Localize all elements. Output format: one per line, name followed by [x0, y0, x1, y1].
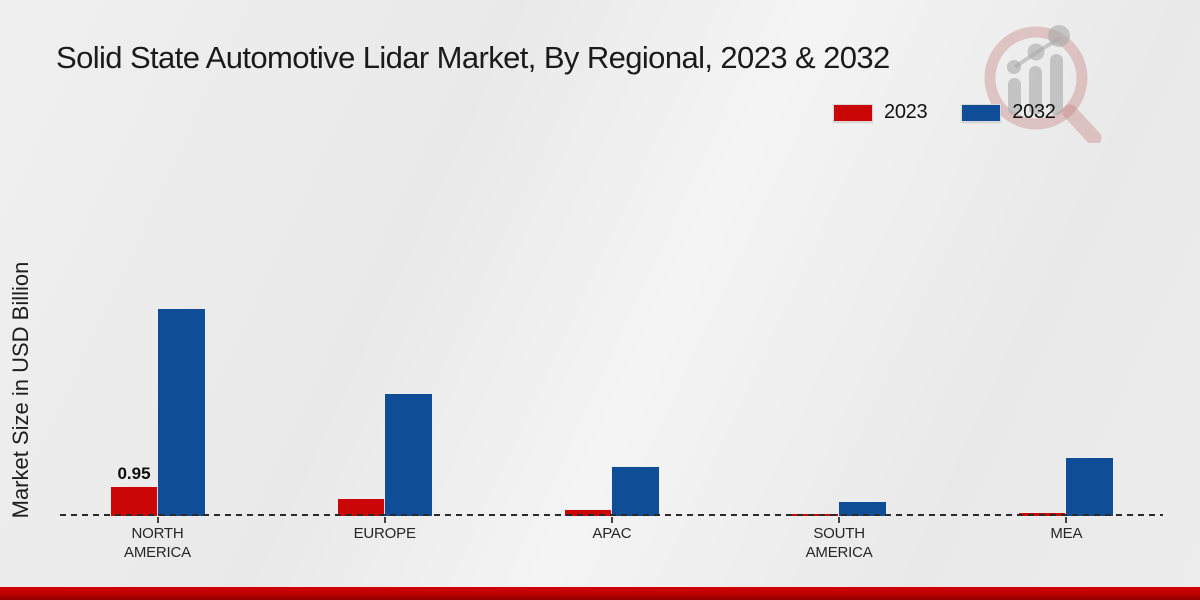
- x-axis-baseline: [60, 514, 1163, 516]
- bar-2023-north-america: [110, 487, 158, 516]
- footer-red-bar: [0, 587, 1200, 600]
- x-axis-tick-apac: [610, 517, 613, 523]
- x-tick-label-apac: APAC: [592, 525, 632, 542]
- legend-item-2023: 2023: [833, 101, 928, 124]
- bar-2032-north-america: [157, 309, 205, 516]
- legend-label-2023: 2023: [884, 101, 928, 123]
- x-tick-label-south-america: SOUTH AMERICA: [805, 525, 873, 561]
- x-axis-tick-north-america: [156, 517, 159, 523]
- legend-swatch-2032: [961, 103, 1002, 122]
- x-tick-label-mea: MEA: [1050, 525, 1083, 542]
- x-axis-tick-europe: [383, 517, 386, 523]
- trend-dot-large: [1048, 25, 1070, 47]
- data-label-2023-north-america: 0.95: [117, 464, 151, 483]
- chart-title: Solid State Automotive Lidar Market, By …: [56, 40, 890, 75]
- trend-dot-medium: [1027, 43, 1045, 61]
- legend-swatch-2023: [833, 103, 873, 122]
- magnifier-handle-icon: [1062, 104, 1102, 143]
- bar-2023-apac: [564, 510, 612, 516]
- x-tick-label-north-america: NORTH AMERICA: [124, 525, 191, 561]
- bar-icon-small: [1008, 78, 1021, 115]
- market-research-logo-watermark: [984, 25, 1102, 143]
- legend: 2023 2032: [833, 101, 1056, 124]
- bar-icon-medium: [1029, 66, 1042, 115]
- bar-2032-south-america: [839, 502, 887, 516]
- bar-icon-large: [1050, 54, 1063, 115]
- magnifier-circle-icon: [984, 26, 1088, 130]
- x-tick-label-europe: EUROPE: [353, 525, 416, 542]
- bar-2032-europe: [384, 394, 432, 516]
- bar-2032-mea: [1066, 458, 1114, 516]
- bar-2032-apac: [611, 467, 659, 516]
- x-axis-tick-mea: [1065, 517, 1068, 523]
- legend-label-2032: 2032: [1012, 101, 1056, 123]
- bar-2023-europe: [337, 499, 385, 516]
- trend-dot-small: [1007, 60, 1021, 74]
- x-axis-tick-south-america: [838, 517, 841, 523]
- legend-item-2032: 2032: [961, 101, 1056, 124]
